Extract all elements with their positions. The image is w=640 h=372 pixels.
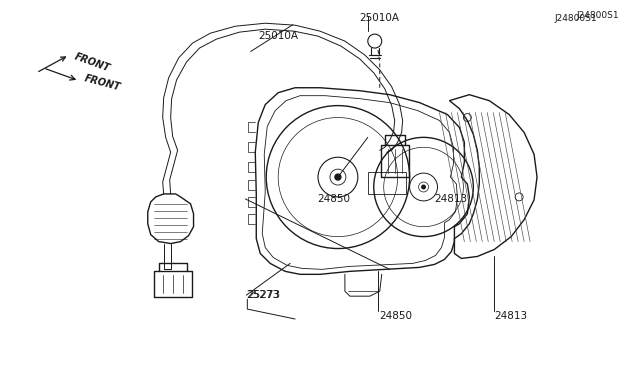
Text: FRONT: FRONT bbox=[83, 73, 122, 92]
Text: 24813: 24813 bbox=[435, 194, 468, 204]
Text: 24813: 24813 bbox=[494, 311, 527, 321]
Text: J24800S1: J24800S1 bbox=[555, 13, 597, 22]
Text: 25010A: 25010A bbox=[360, 13, 400, 23]
Text: FRONT: FRONT bbox=[73, 52, 111, 74]
Text: 25273: 25273 bbox=[246, 290, 280, 300]
Circle shape bbox=[335, 174, 341, 180]
Text: 25010A: 25010A bbox=[259, 32, 299, 41]
Bar bbox=[368, 172, 406, 194]
Circle shape bbox=[421, 185, 426, 189]
Text: J24800S1: J24800S1 bbox=[576, 11, 619, 20]
Text: 24850: 24850 bbox=[317, 194, 350, 204]
Text: 25273: 25273 bbox=[247, 290, 280, 300]
Text: 24850: 24850 bbox=[380, 311, 413, 321]
